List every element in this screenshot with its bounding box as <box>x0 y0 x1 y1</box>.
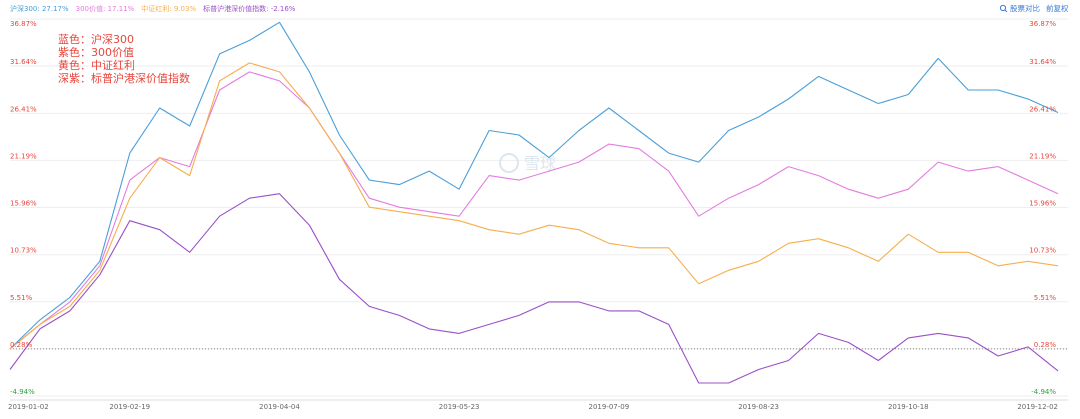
compare-label: 股票对比 <box>1010 3 1040 13</box>
series-line-purple <box>9 193 1059 384</box>
search-icon-handle <box>1004 9 1008 13</box>
y-tick-label-right: 0.28% <box>1034 341 1057 349</box>
y-tick-label-right: 10.73% <box>1029 247 1056 255</box>
y-tick-label-right: 21.19% <box>1029 152 1056 160</box>
search-icon <box>999 4 1007 12</box>
x-tick-label: 2019-12-02 <box>1017 403 1058 411</box>
y-tick-label-right: -4.94% <box>1031 388 1056 396</box>
y-tick-label-left: 26.41% <box>10 105 37 113</box>
annotation-line-pink: 紫色：300价值 <box>58 45 134 59</box>
y-tick-label-right: 5.51% <box>1034 294 1057 302</box>
series-line-pink <box>9 71 1059 350</box>
legend-item-orange: 中证红利: 9.03% <box>141 4 196 13</box>
adjust-label: 前复权 <box>1046 3 1069 13</box>
y-tick-label-right: 26.41% <box>1029 105 1056 113</box>
adjust-toggle[interactable]: 前复权 <box>1046 3 1069 13</box>
watermark-logo-icon <box>499 153 519 173</box>
y-tick-label-left: 36.87% <box>10 20 37 28</box>
series-line-blue <box>9 21 1059 350</box>
x-tick-label: 2019-05-23 <box>439 403 480 411</box>
y-axis-left: 36.87% 31.64% 26.41% 21.19% 15.96% 10.73% 5.51… <box>10 20 37 396</box>
y-tick-label-left: -4.94% <box>10 388 35 396</box>
y-tick-label-left: 15.96% <box>10 200 37 208</box>
annotation-box: 蓝色：沪深300 紫色：300价值 黄色：中证红利 深紫：标普沪港深价值指数 <box>58 32 190 85</box>
x-tick-label: 2019-08-23 <box>738 403 779 411</box>
x-tick-label: 2019-07-09 <box>589 403 630 411</box>
grid-layer <box>10 18 1068 397</box>
y-tick-label-right: 31.64% <box>1029 58 1056 66</box>
y-tick-label-left: 21.19% <box>10 152 37 160</box>
y-tick-label-left: 5.51% <box>10 294 33 302</box>
x-tick-label: 2019-02-19 <box>109 403 150 411</box>
watermark: 雪球 <box>499 153 556 173</box>
legend-item-purple: 标普沪港深价值指数: -2.16% <box>203 4 296 13</box>
legend: 沪深300: 27.17% 300价值: 17.11% 中证红利: 9.03% 标普沪… <box>10 4 296 13</box>
y-tick-label-left: 0.28% <box>10 341 33 349</box>
annotation-line-purple: 深紫：标普沪港深价值指数 <box>58 71 190 85</box>
chart-controls: 股票对比 前复权 <box>999 3 1069 13</box>
x-axis: 2019-01-02 2019-02-19 2019-04-04 2019-05-23… <box>8 399 1068 411</box>
x-tick-label: 2019-10-18 <box>888 403 929 411</box>
y-tick-label-left: 31.64% <box>10 58 37 66</box>
watermark-text: 雪球 <box>524 154 556 173</box>
y-axis-right: 36.87% 31.64% 26.41% 21.19% 15.96% 10.73% 5.51… <box>1029 20 1056 396</box>
series-line-orange <box>9 62 1059 350</box>
x-tick-label: 2019-01-02 <box>8 403 49 411</box>
legend-item-blue: 沪深300: 27.17% <box>10 4 69 13</box>
annotation-line-blue: 蓝色：沪深300 <box>58 32 134 46</box>
x-tick-label: 2019-04-04 <box>259 403 300 411</box>
compare-button[interactable]: 股票对比 <box>999 3 1040 13</box>
y-tick-label-left: 10.73% <box>10 247 37 255</box>
y-tick-label-right: 36.87% <box>1029 20 1056 28</box>
annotation-line-orange: 黄色：中证红利 <box>58 58 135 72</box>
y-tick-label-right: 15.96% <box>1029 200 1056 208</box>
series-layer <box>9 21 1059 384</box>
legend-item-pink: 300价值: 17.11% <box>76 4 135 13</box>
